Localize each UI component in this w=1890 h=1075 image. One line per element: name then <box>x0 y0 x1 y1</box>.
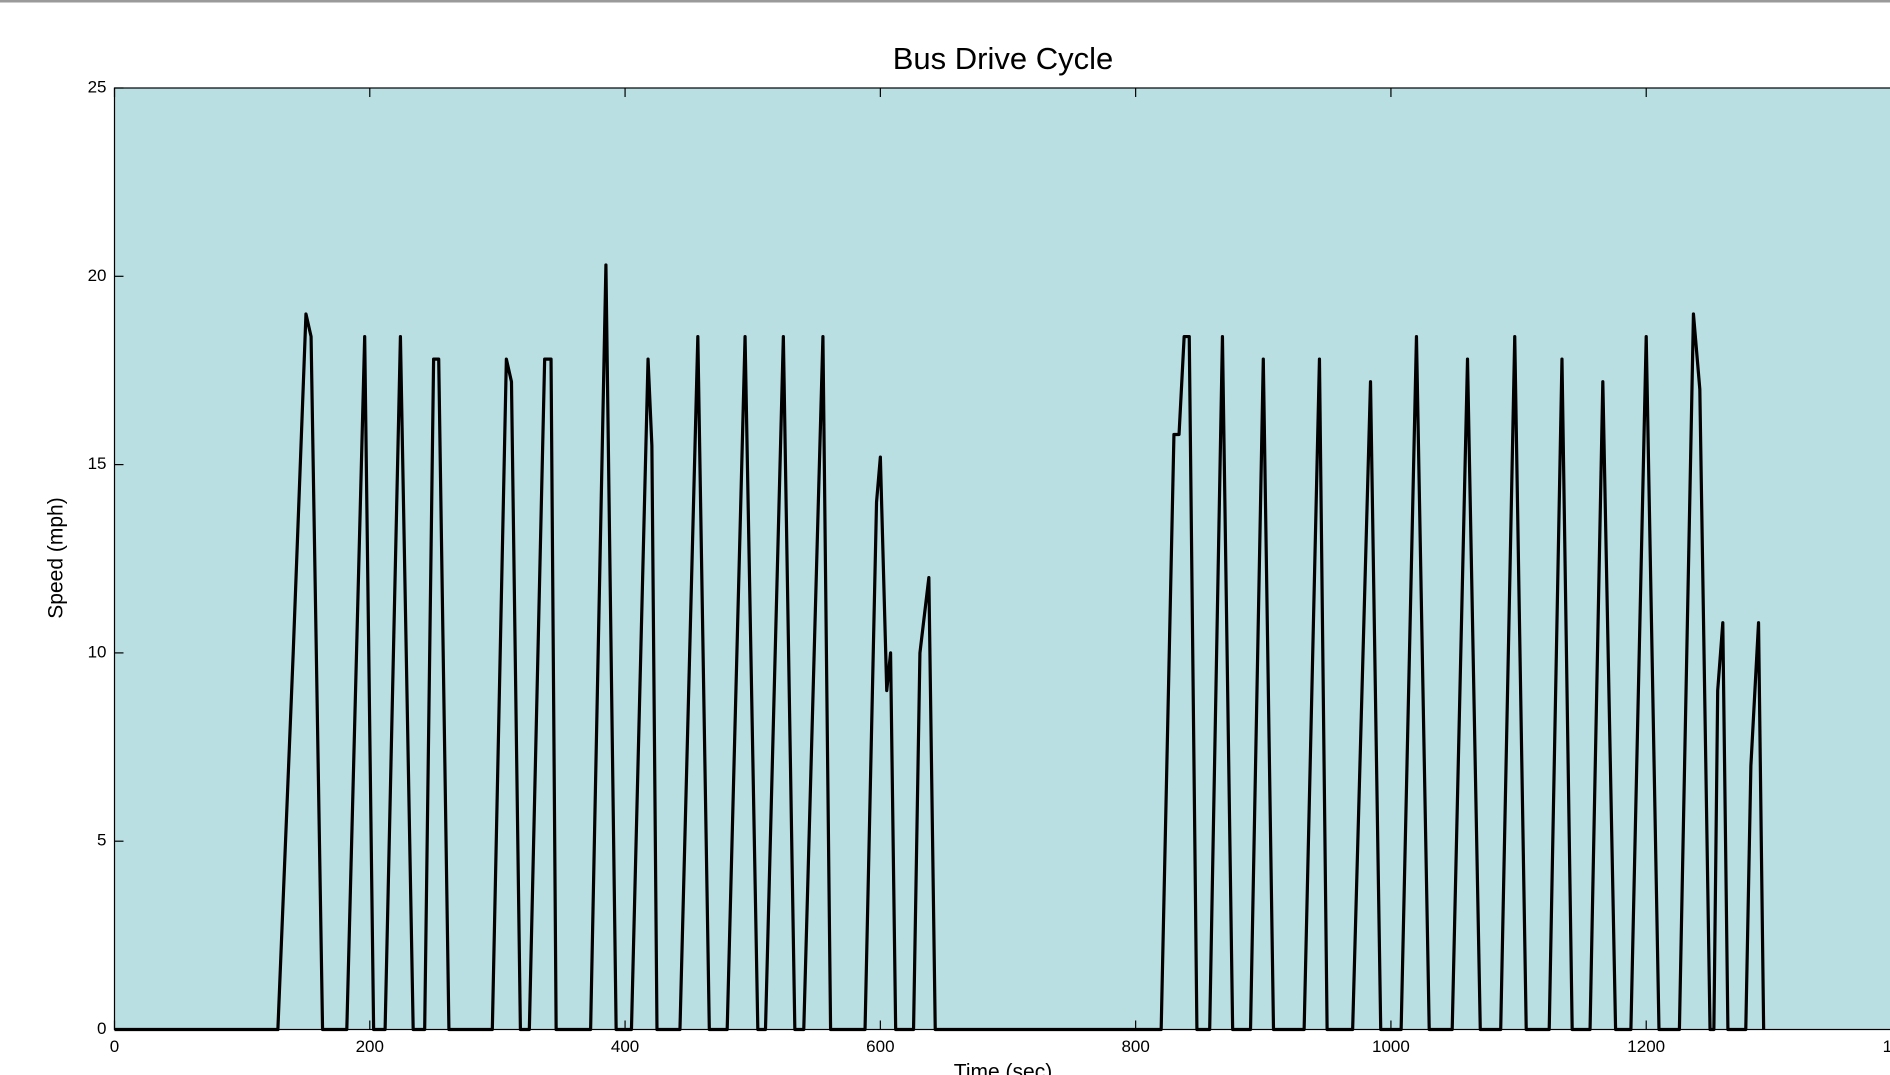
x-tick-label: 800 <box>1121 1037 1149 1056</box>
y-tick-label: 10 <box>88 642 107 661</box>
speed-line <box>114 263 1766 1032</box>
x-tick-label: 1200 <box>1627 1037 1665 1056</box>
y-tick-label: 20 <box>88 266 107 285</box>
y-axis-label: Speed (mph) <box>45 497 68 618</box>
x-tick-label: 0 <box>110 1037 119 1056</box>
x-tick-label: 400 <box>611 1037 639 1056</box>
y-tick-label: 15 <box>88 454 107 473</box>
x-tick-label: 1400 <box>1883 1037 1890 1056</box>
x-tick-label: 1000 <box>1372 1037 1410 1056</box>
y-tick-label: 0 <box>97 1019 106 1038</box>
y-tick-label: 25 <box>88 77 107 96</box>
chart-title: Bus Drive Cycle <box>893 41 1114 76</box>
plot-area <box>113 87 1890 1031</box>
x-tick-label: 200 <box>356 1037 384 1056</box>
x-tick-label: 600 <box>866 1037 894 1056</box>
y-tick-label: 5 <box>97 831 106 850</box>
x-axis-label: Time (sec) <box>954 1061 1052 1075</box>
